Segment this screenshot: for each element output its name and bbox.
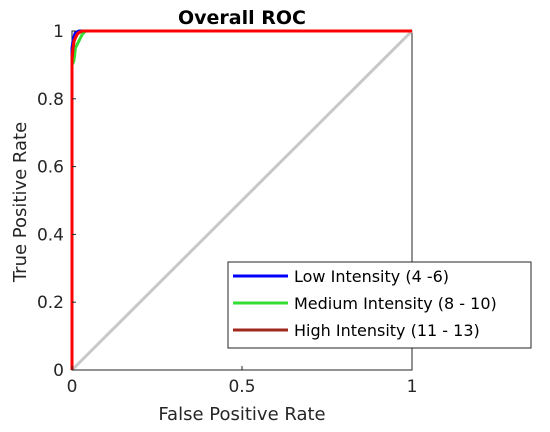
series-layer [70,29,412,370]
legend-label-0: Low Intensity (4 -6) [294,267,449,286]
x-tick-label: 0.5 [228,377,255,397]
y-tick-label: 0.6 [37,158,64,178]
y-tick-label: 0.2 [37,293,64,313]
tick-layer: 0 0.5 1 0 0.2 0.4 0.6 0.8 1 [37,22,417,397]
y-axis-label: True Positive Rate [10,122,31,283]
x-tick-label: 0 [67,377,78,397]
chart-title: Overall ROC [178,7,306,29]
legend-label-1: Medium Intensity (8 - 10) [294,294,497,313]
y-tick-label: 0.8 [37,90,64,110]
series-line-3 [70,29,412,370]
y-tick-label: 0.4 [37,225,64,245]
y-tick-label: 0 [53,361,64,381]
x-axis-label: False Positive Rate [158,404,325,425]
plot-area: 0 0.5 1 0 0.2 0.4 0.6 0.8 1 [37,22,417,397]
x-tick-label: 1 [407,377,418,397]
legend-label-2: High Intensity (11 - 13) [294,321,480,340]
y-tick-label: 1 [53,22,64,42]
legend: Low Intensity (4 -6) Medium Intensity (8 … [227,261,532,349]
random-classifier-diagonal [70,29,414,372]
